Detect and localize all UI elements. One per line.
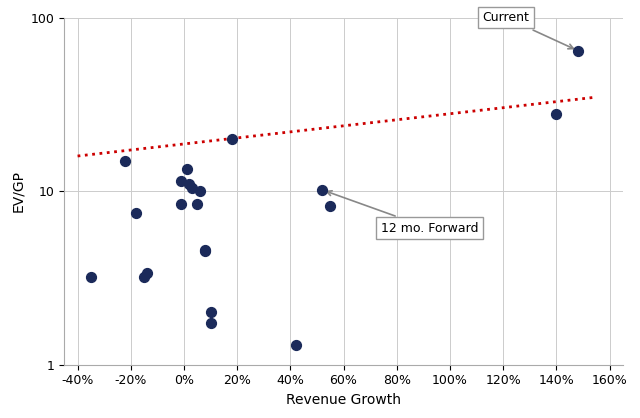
Point: [317, 186, 328, 193]
Point: [192, 200, 202, 207]
Point: [573, 47, 583, 54]
Point: [86, 274, 96, 280]
Point: [291, 342, 301, 348]
Point: [176, 178, 186, 184]
Point: [184, 181, 195, 188]
Point: [227, 136, 237, 143]
Point: [205, 309, 216, 316]
Point: [176, 200, 186, 207]
Text: Current: Current: [483, 11, 573, 49]
Point: [551, 111, 561, 117]
Point: [182, 166, 192, 172]
Y-axis label: EV/GP: EV/GP: [11, 171, 25, 212]
Point: [205, 319, 216, 326]
Point: [200, 248, 211, 255]
Point: [195, 188, 205, 195]
Point: [141, 269, 152, 276]
Point: [187, 184, 197, 191]
Point: [131, 210, 141, 217]
Point: [139, 274, 149, 280]
Text: 12 mo. Forward: 12 mo. Forward: [326, 191, 478, 235]
Point: [325, 203, 335, 210]
X-axis label: Revenue Growth: Revenue Growth: [286, 393, 401, 407]
Point: [200, 247, 211, 253]
Point: [120, 158, 131, 164]
